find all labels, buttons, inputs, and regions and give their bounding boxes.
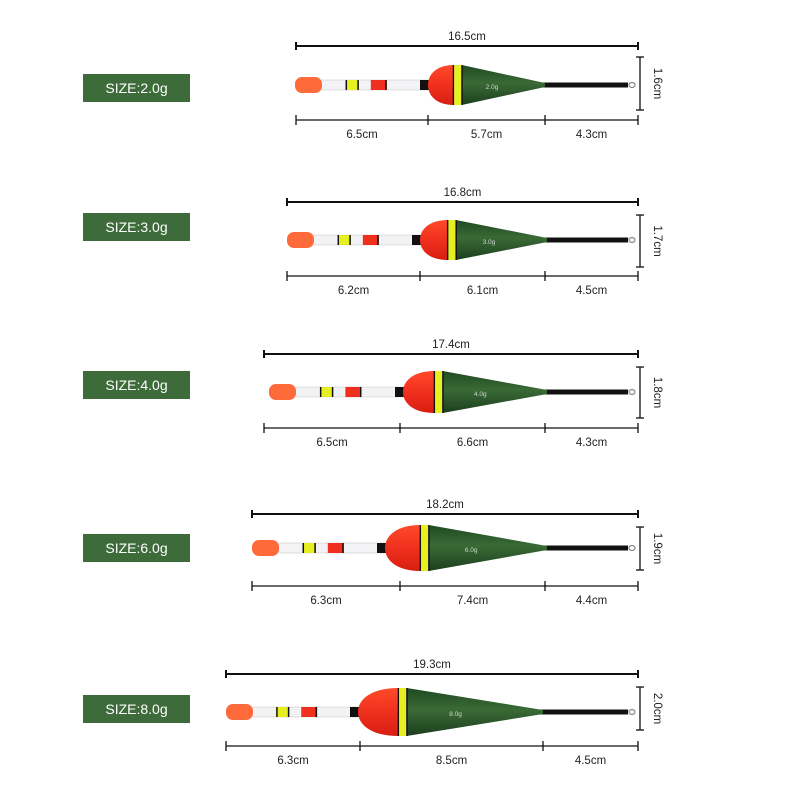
size-label: SIZE:2.0g — [83, 74, 190, 102]
float-row: 16.8cm 6.2cm 6.1cm 4.5cm 1.7cm 3.0g — [286, 187, 663, 297]
segment-length-label: 4.3cm — [576, 437, 607, 449]
segment-length-label: 4.5cm — [576, 285, 607, 297]
total-length-label: 16.5cm — [448, 31, 486, 43]
float-illustration: 6.0g — [252, 525, 636, 571]
float-illustration: 2.0g — [295, 65, 636, 105]
segment-length-label: 4.3cm — [576, 129, 607, 141]
float-tip — [252, 540, 279, 556]
segment-length-label: 8.5cm — [436, 755, 467, 767]
segment-length-label: 6.3cm — [310, 595, 341, 607]
segment-length-label: 6.5cm — [316, 437, 347, 449]
segment-length-label: 6.6cm — [457, 437, 488, 449]
total-length-label: 17.4cm — [432, 339, 470, 351]
float-tip — [287, 232, 314, 248]
height-label: 1.6cm — [651, 68, 663, 99]
body-weight-mark: 4.0g — [474, 391, 487, 398]
segment-length-label: 5.7cm — [471, 129, 502, 141]
size-label: SIZE:3.0g — [83, 213, 190, 241]
body-weight-mark: 2.0g — [486, 84, 499, 91]
segment-length-label: 4.5cm — [575, 755, 606, 767]
float-illustration: 8.0g — [226, 688, 636, 736]
segment-length-label: 6.1cm — [467, 285, 498, 297]
height-label: 1.7cm — [651, 225, 663, 256]
body-weight-mark: 3.0g — [483, 239, 496, 246]
float-row: 19.3cm 6.3cm 8.5cm 4.5cm 2.0cm 8.0g — [225, 659, 663, 767]
float-tip — [226, 704, 253, 720]
height-label: 2.0cm — [651, 693, 663, 724]
height-label: 1.8cm — [651, 377, 663, 408]
float-tip — [269, 384, 296, 400]
segment-length-label: 6.3cm — [277, 755, 308, 767]
size-label: SIZE:8.0g — [83, 695, 190, 723]
total-length-label: 19.3cm — [413, 659, 451, 671]
segment-length-label: 7.4cm — [457, 595, 488, 607]
float-illustration: 3.0g — [287, 220, 636, 260]
float-tip — [295, 77, 322, 93]
height-label: 1.9cm — [651, 533, 663, 564]
size-label: SIZE:6.0g — [83, 534, 190, 562]
body-weight-mark: 8.0g — [449, 711, 462, 718]
segment-length-label: 6.5cm — [346, 129, 377, 141]
body-weight-mark: 6.0g — [465, 547, 478, 554]
float-row: 18.2cm 6.3cm 7.4cm 4.4cm 1.9cm 6.0g — [251, 499, 663, 607]
total-length-label: 18.2cm — [426, 499, 464, 511]
size-label: SIZE:4.0g — [83, 371, 190, 399]
float-illustration: 4.0g — [269, 371, 636, 413]
segment-length-label: 4.4cm — [576, 595, 607, 607]
total-length-label: 16.8cm — [444, 187, 482, 199]
segment-length-label: 6.2cm — [338, 285, 369, 297]
float-row: 16.5cm 6.5cm 5.7cm 4.3cm 1.6cm 2.0g — [295, 31, 663, 141]
float-row: 17.4cm 6.5cm 6.6cm 4.3cm 1.8cm 4.0g — [263, 339, 663, 449]
